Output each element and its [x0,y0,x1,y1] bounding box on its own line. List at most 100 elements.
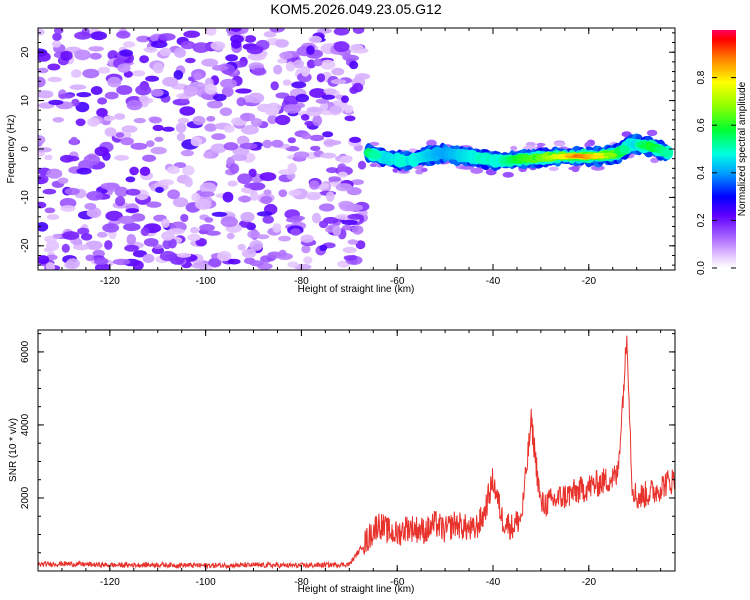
heatmap-noise-blob [102,223,120,233]
heatmap-noise-blob [86,191,104,201]
spectrogram-heatmap [38,28,674,270]
heatmap-noise-blob [263,31,277,38]
snr-panel: -120 -100 -80 -60 -40 -20 2000 4000 6000 Height … [8,329,676,595]
heatmap-noise-blob [105,210,123,221]
heatmap-noise-blob [69,84,87,90]
heatmap-noise-blob [275,39,289,48]
heatmap-noise-blob [229,163,240,174]
heatmap-noise-blob [149,116,163,124]
heatmap-noise-blob [262,139,273,149]
heatmap-noise-blob [349,60,359,70]
snr-x-tick-label: -80 [294,577,309,588]
heatmap-noise-blob [146,140,155,148]
heatmap-noise-blob [58,93,75,99]
heatmap-noise-blob [247,92,265,104]
heatmap-noise-blob [317,28,332,34]
heatmap-noise-blob [283,104,302,114]
heatmap-noise-blob [45,262,56,270]
heatmap-noise-blob [184,57,196,64]
heatmap-noise-blob [142,253,155,263]
heatmap-noise-blob [349,86,359,95]
heatmap-noise-blob [271,139,284,148]
heatmap-noise-blob [104,240,113,250]
heatmap-noise-blob [191,192,201,202]
heatmap-noise-blob [339,156,353,164]
colorbar-tick-label: 0.4 [696,165,707,179]
heatmap-noise-blob [97,66,111,74]
heatmap-noise-blob [150,88,164,97]
heatmap-noise-blob [206,115,216,122]
snr-series-line [38,335,675,570]
snr-axes: -120 -100 -80 -60 -40 -20 2000 4000 6000 [20,330,675,588]
spectrogram-x-tick-label: -20 [582,276,597,287]
heatmap-noise-blob [129,166,139,176]
signal-halo-blob [369,141,380,146]
signal-halo-blob [420,167,428,172]
heatmap-noise-blob [335,183,353,192]
heatmap-noise-blob [97,97,108,105]
heatmap-noise-blob [219,107,233,116]
heatmap-noise-blob [347,239,358,245]
heatmap-noise-blob [47,76,63,83]
heatmap-noise-blob [192,42,210,53]
heatmap-noise-blob [206,100,223,109]
heatmap-noise-blob [309,134,325,142]
heatmap-noise-blob [183,86,199,97]
heatmap-noise-blob [76,167,92,175]
heatmap-noise-blob [204,123,217,132]
heatmap-noise-blob [80,233,93,241]
heatmap-noise-blob [38,147,52,153]
heatmap-noise-blob [226,232,235,240]
heatmap-noise-blob [52,233,62,239]
heatmap-noise-blob [309,88,327,98]
heatmap-noise-blob [313,58,323,67]
heatmap-noise-blob [94,146,109,157]
heatmap-noise-blob [351,179,364,186]
heatmap-noise-blob [116,85,133,95]
heatmap-noise-blob [82,68,100,79]
heatmap-noise-blob [240,211,255,223]
heatmap-noise-blob [308,35,322,44]
heatmap-noise-blob [217,250,232,262]
signal-halo-blob [553,141,566,147]
heatmap-noise-blob [85,254,95,262]
heatmap-noise-blob [300,132,312,140]
heatmap-noise-blob [310,145,321,152]
heatmap-noise-blob [184,177,193,188]
heatmap-noise-blob [117,63,131,73]
colorbar-tick-label: 0.2 [696,213,707,227]
heatmap-noise-blob [38,135,46,145]
heatmap-noise-blob [46,214,60,220]
heatmap-noise-blob [203,151,214,159]
heatmap-noise-blob [130,142,148,150]
heatmap-noise-blob [190,136,202,147]
heatmap-noise-blob [155,186,164,193]
signal-track-cell [662,148,673,158]
heatmap-noise-blob [139,55,150,64]
snr-x-tick-label: -20 [582,577,597,588]
heatmap-noise-blob [199,191,215,197]
heatmap-noise-blob [205,230,221,236]
heatmap-noise-blob [278,169,295,175]
heatmap-noise-blob [267,114,278,125]
spectrogram-y-tick-label: -10 [20,190,31,205]
snr-y-axis-label: SNR (10 * v/v) [8,418,19,482]
heatmap-noise-blob [124,244,139,252]
heatmap-noise-blob [301,67,310,77]
heatmap-noise-blob [83,154,101,166]
spectrogram-y-tick-label: -20 [20,238,31,253]
heatmap-noise-blob [154,136,164,142]
heatmap-noise-blob [287,137,296,144]
heatmap-noise-blob [176,252,192,258]
snr-y-tick-label: 6000 [20,340,31,363]
signal-halo-blob [426,139,437,147]
heatmap-noise-blob [306,106,323,113]
heatmap-noise-blob [62,231,80,240]
heatmap-noise-blob [344,115,356,122]
heatmap-noise-blob [235,88,252,94]
heatmap-noise-blob [115,196,126,207]
snr-x-tick-label: -120 [100,577,120,588]
snr-x-axis-label: Height of straight line (km) [298,584,415,595]
heatmap-noise-blob [273,64,283,75]
